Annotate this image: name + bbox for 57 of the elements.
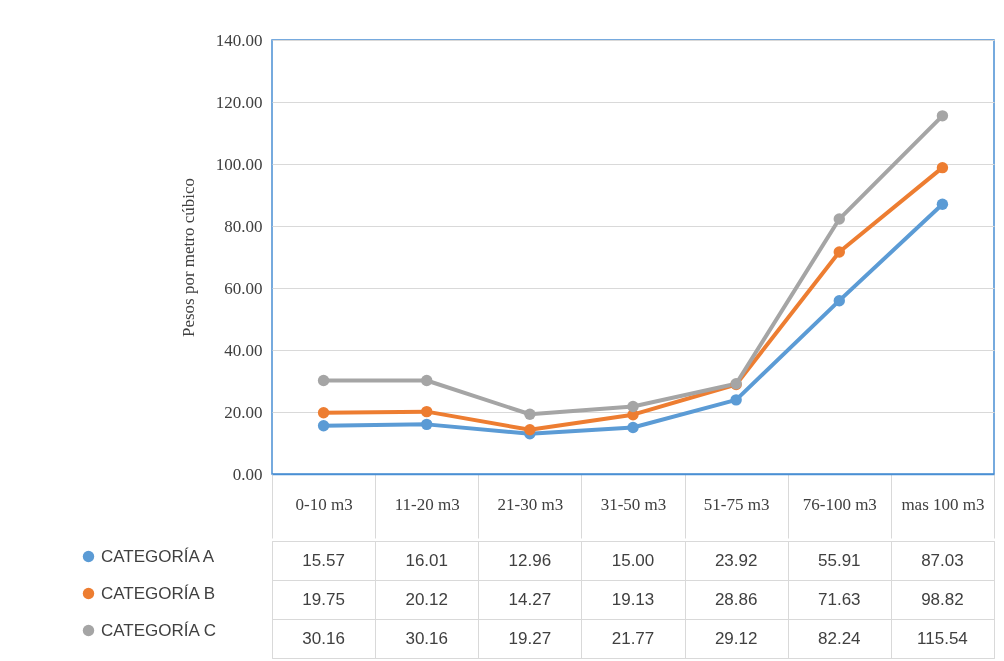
point [936,161,949,174]
point [421,405,433,418]
y-tick-label: 40.00 [224,340,263,360]
data-label: 23.92 [714,550,758,570]
point [421,374,433,387]
data-label: 15.57 [302,550,345,570]
y-tick-label: 80.00 [224,216,263,236]
data-label: 20.12 [405,589,448,609]
point [524,424,536,436]
data-label: 29.12 [714,628,758,648]
point [317,420,330,432]
legend-label: CATEGORÍA A [101,546,215,566]
x-tick-label: 11-20 m3 [394,494,460,514]
data-label: 71.63 [818,589,861,609]
point [936,110,949,122]
legend-label: CATEGORÍA C [101,620,216,640]
y-tick-label: 20.00 [224,402,263,422]
data-label: 19.75 [302,589,345,609]
y-tick-label: 140.00 [215,30,263,50]
data-label: 15.00 [611,550,655,570]
data-label: 19.27 [508,628,552,648]
x-tick-label: 76-100 m3 [802,494,877,514]
y-tick-label: 60.00 [224,278,263,298]
point [833,294,845,307]
x-tick-label: 51-75 m3 [703,494,770,514]
y-tick-label: 100.00 [215,154,263,174]
data-label: 98.82 [921,589,964,609]
y-tick-label: 120.00 [215,92,263,112]
y-tick-label: 0.00 [232,464,263,484]
data-label: 14.27 [508,589,552,609]
point [627,421,639,434]
x-tick-label: 31-50 m3 [600,494,667,514]
data-label: 87.03 [921,550,964,570]
point [421,418,433,431]
point [317,374,330,387]
point [936,198,949,210]
x-tick-label: mas 100 m3 [901,494,985,514]
data-label: 30.16 [302,628,345,648]
data-label: 21.77 [611,628,655,648]
data-label: 19.13 [611,589,655,609]
data-label: 28.86 [714,589,758,609]
data-label: 82.24 [818,628,861,648]
point [730,394,742,406]
point [317,407,330,419]
legend-label: CATEGORÍA B [101,583,215,603]
point [833,246,845,258]
point [627,400,639,413]
point [833,213,845,225]
data-label: 30.16 [405,628,448,648]
data-label: 115.54 [917,628,968,648]
point [524,408,536,420]
x-tick-label: 0-10 m3 [295,494,353,514]
data-label: 55.91 [818,550,861,570]
x-tick-label: 21-30 m3 [497,494,564,514]
y-axis-title: Pesos por metro cúbico [178,177,198,338]
data-label: 16.01 [405,550,448,570]
data-label: 12.96 [508,550,552,570]
